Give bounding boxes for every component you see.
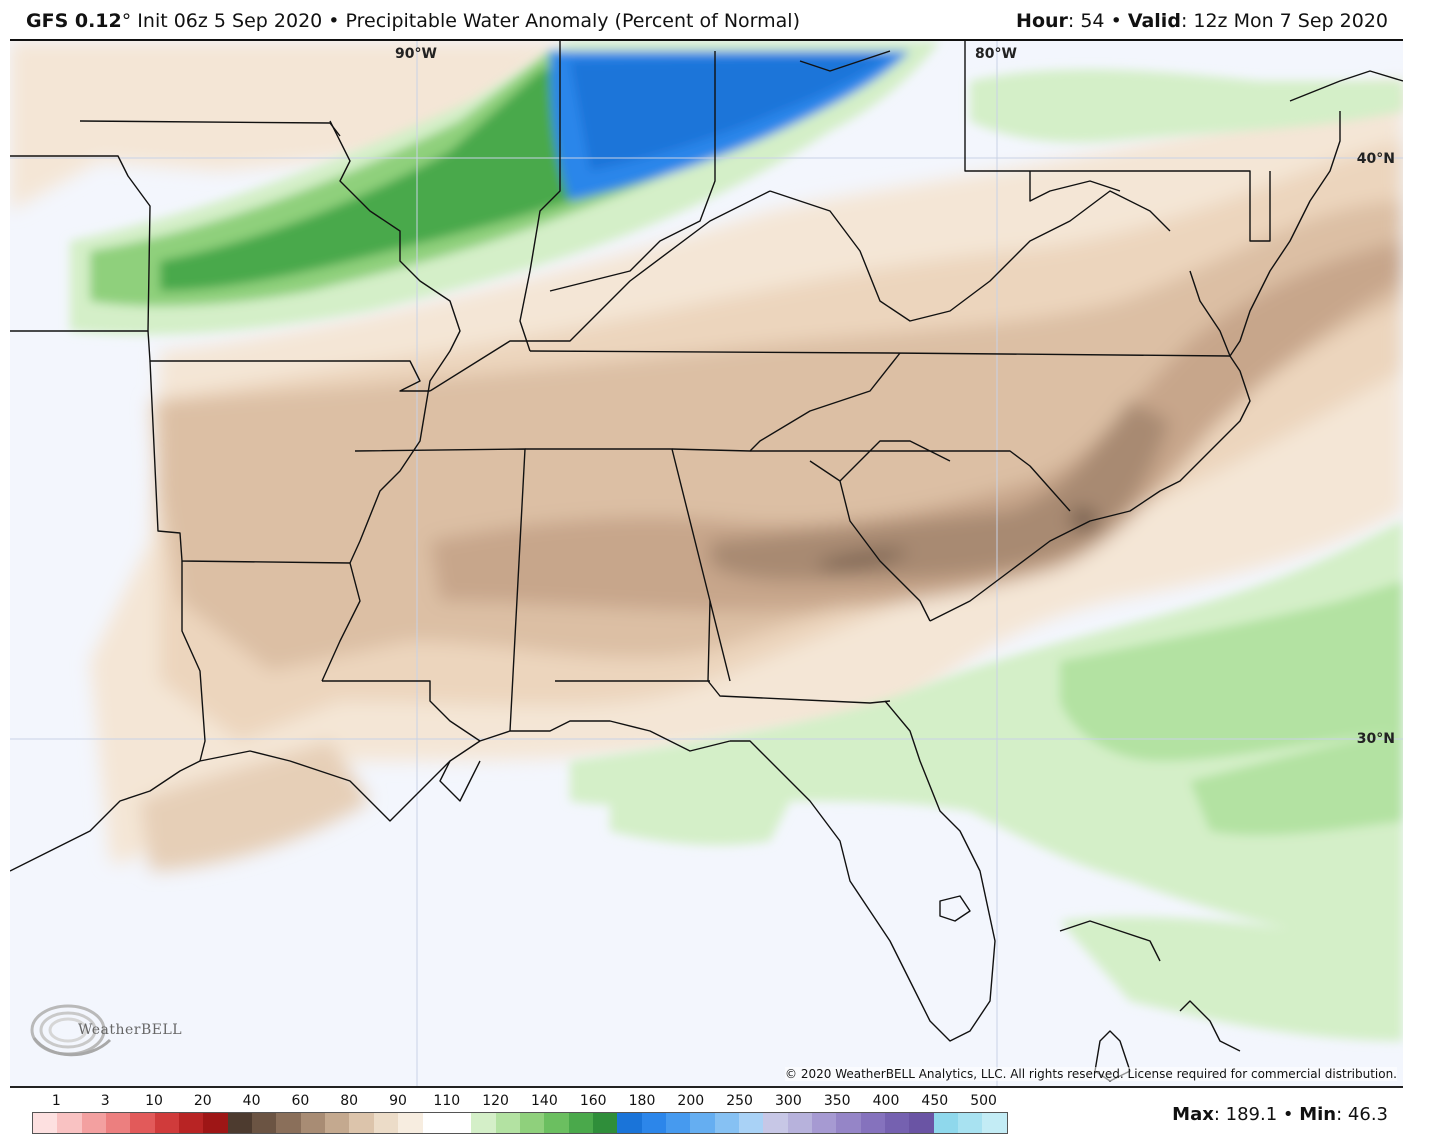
map-canvas [10,41,1403,1086]
legend-swatch [836,1113,861,1133]
legend-tick-label: 250 [726,1093,753,1109]
legend-swatch [544,1113,569,1133]
lon-label-80w: 80°W [975,46,1017,62]
legend-tick-label: 40 [242,1093,261,1109]
legend-swatch [252,1113,277,1133]
legend-tick-label: 90 [389,1093,407,1109]
legend-tick-label: 120 [482,1093,509,1109]
legend-tick-label: 180 [628,1093,656,1109]
lat-label-30n: 30°N [1356,731,1395,747]
legend-swatch [933,1113,959,1133]
legend-swatch [373,1113,399,1133]
legend-swatch [227,1113,253,1133]
degree-mark: ° [121,10,132,32]
legend-swatch [909,1113,934,1133]
copyright-notice: © 2020 WeatherBELL Analytics, LLC. All r… [785,1067,1397,1081]
max-label: Max [1172,1104,1214,1125]
legend-swatch [33,1113,58,1133]
legend-tick-label: 200 [677,1093,705,1109]
max-value: : 189.1 • [1213,1104,1300,1125]
legend-tick-label: 450 [921,1093,949,1109]
max-min-readout: Max: 189.1 • Min: 46.3 [1172,1104,1388,1125]
model-name: GFS 0.12 [26,10,122,32]
swirl-logo-icon [30,1004,112,1057]
legend-tick-label: 20 [193,1093,212,1109]
legend-swatch [958,1113,983,1133]
legend-tick-label: 110 [433,1093,461,1109]
lat-label-40n: 40°N [1356,151,1395,167]
legend-swatch [471,1113,496,1133]
valid-time: Hour: 54 • Valid: 12z Mon 7 Sep 2020 [1016,10,1388,32]
legend-swatch [349,1113,374,1133]
political-borders [10,41,1403,1082]
legend-swatch [690,1113,715,1133]
valid-value: : 12z Mon 7 Sep 2020 [1180,10,1388,32]
legend-tick-label: 10 [145,1093,163,1109]
legend-swatch [106,1113,131,1133]
logo-wordmark: WeatherBELL [78,1022,183,1038]
map-title: GFS 0.12° Init 06z 5 Sep 2020 • Precipit… [26,10,800,32]
color-legend [32,1112,1008,1134]
legend-swatch [446,1113,472,1133]
hour-label: Hour [1016,10,1068,32]
valid-label: Valid [1127,10,1181,32]
legend-tick-labels: 1 3 10 20 40 60 80 90 110 120 140 160 180 200 250 300 35… [32,1093,1008,1111]
hour-value: : 54 • [1067,10,1128,32]
legend-swatch [738,1113,764,1133]
header-divider [10,39,1403,41]
legend-swatch [787,1113,812,1133]
wet-anomaly-shading [70,41,1403,1041]
legend-swatch [860,1113,886,1133]
legend-tick-label: 1 [51,1093,61,1109]
legend-swatch [203,1113,228,1133]
legend-tick-label: 350 [823,1093,851,1109]
legend-swatch [617,1113,642,1133]
legend-swatch [495,1113,520,1133]
legend-swatch [179,1113,204,1133]
legend-swatch [568,1113,593,1133]
legend-swatch [422,1113,447,1133]
init-and-field: Init 06z 5 Sep 2020 • Precipitable Water… [131,10,800,32]
legend-swatch [812,1113,837,1133]
legend-swatch [763,1113,788,1133]
legend-swatch [592,1113,618,1133]
anomaly-map: 90°W 80°W 40°N 30°N WeatherBELL © 2020 W… [10,41,1403,1088]
dry-anomaly-shading [10,41,1403,871]
legend-swatch [665,1113,691,1133]
legend-swatch [130,1113,155,1133]
legend-swatch [982,1113,1007,1133]
legend-swatch [276,1113,301,1133]
legend-tick-label: 60 [291,1093,310,1109]
weatherbell-logo: WeatherBELL [30,1000,182,1064]
legend-swatch [325,1113,350,1133]
legend-swatch [398,1113,423,1133]
legend-swatch [57,1113,82,1133]
min-label: Min [1299,1104,1337,1125]
legend-swatch [81,1113,107,1133]
legend-tick-label: 80 [340,1093,359,1109]
legend-swatch [154,1113,180,1133]
legend-swatch [714,1113,739,1133]
legend-swatch [641,1113,666,1133]
legend-tick-label: 160 [579,1093,607,1109]
legend-swatch [300,1113,326,1133]
legend-tick-label: 3 [100,1093,110,1109]
legend-tick-label: 400 [872,1093,900,1109]
legend-swatch [519,1113,545,1133]
graticule [10,41,1403,1086]
min-value: : 46.3 [1336,1104,1388,1125]
legend-tick-label: 500 [970,1093,997,1109]
legend-tick-label: 140 [531,1093,558,1109]
legend-tick-label: 300 [775,1093,802,1109]
legend-swatch [885,1113,910,1133]
lon-label-90w: 90°W [395,46,437,62]
